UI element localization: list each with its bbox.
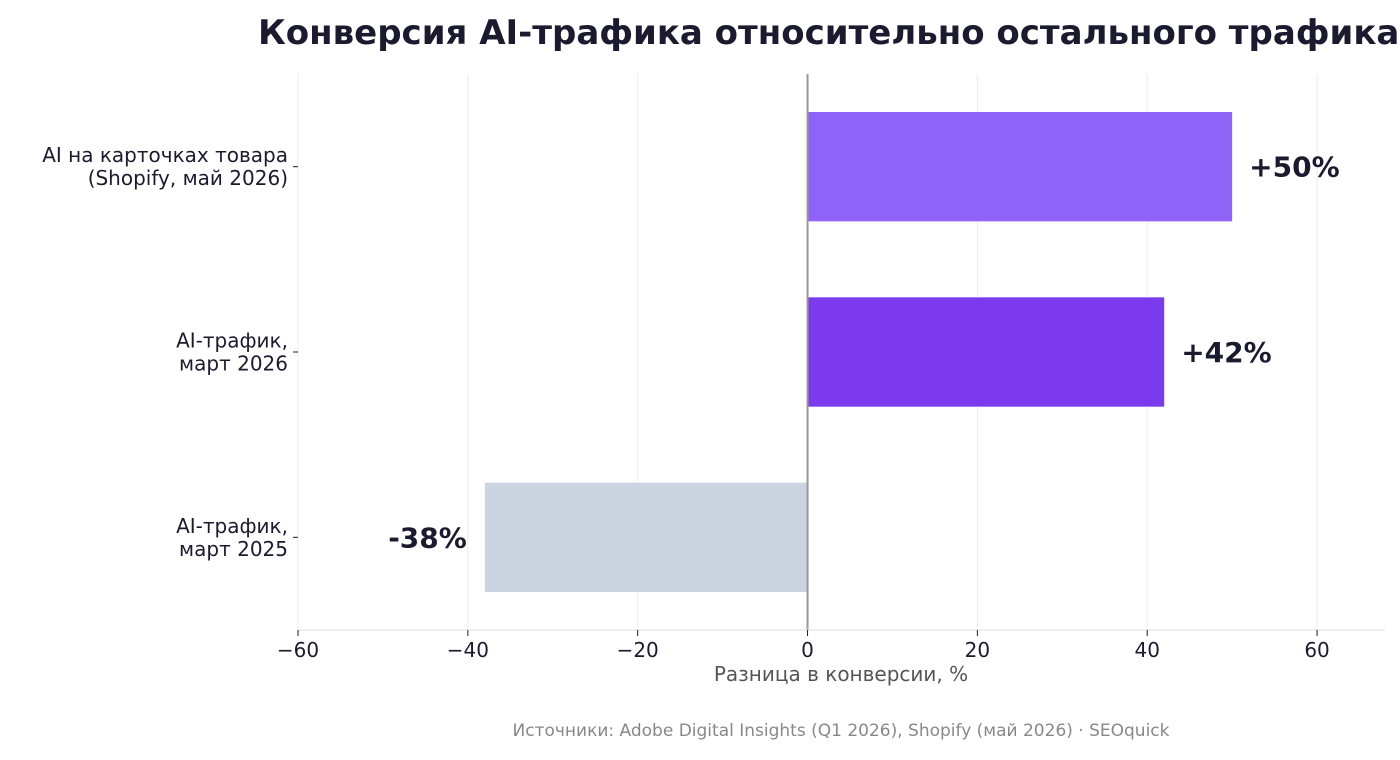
x-tick-label: −20	[617, 638, 659, 662]
category-label: AI-трафик,	[176, 329, 288, 353]
data-label: -38%	[388, 521, 467, 554]
x-ticks: −60 −40 −20 0 20 40 60	[277, 630, 1330, 662]
x-tick-label: −40	[447, 638, 489, 662]
category-label: AI на карточках товара	[42, 143, 288, 167]
x-axis-label: Разница в конверсии, %	[714, 662, 968, 686]
data-label: +42%	[1181, 336, 1271, 369]
source-note: Источники: Adobe Digital Insights (Q1 20…	[513, 721, 1170, 741]
category-label: март 2026	[179, 352, 288, 376]
bar	[807, 111, 1233, 222]
x-tick-label: −60	[277, 638, 319, 662]
category-labels: AI на карточках товара(Shopify, май 2026…	[42, 143, 298, 561]
data-label: +50%	[1249, 151, 1339, 184]
data-labels: +50% +42% -38%	[388, 151, 1339, 555]
bar	[484, 482, 808, 593]
category-label: (Shopify, май 2026)	[88, 166, 288, 190]
category-label: AI-трафик,	[176, 514, 288, 538]
x-tick-label: 60	[1304, 638, 1329, 662]
x-tick-label: 0	[801, 638, 814, 662]
bars	[484, 111, 1233, 593]
x-tick-label: 40	[1134, 638, 1159, 662]
chart-title: Конверсия AI-трафика относительно осталь…	[258, 13, 1399, 53]
bar	[807, 297, 1165, 407]
x-tick-label: 20	[965, 638, 990, 662]
category-label: март 2025	[179, 537, 288, 561]
